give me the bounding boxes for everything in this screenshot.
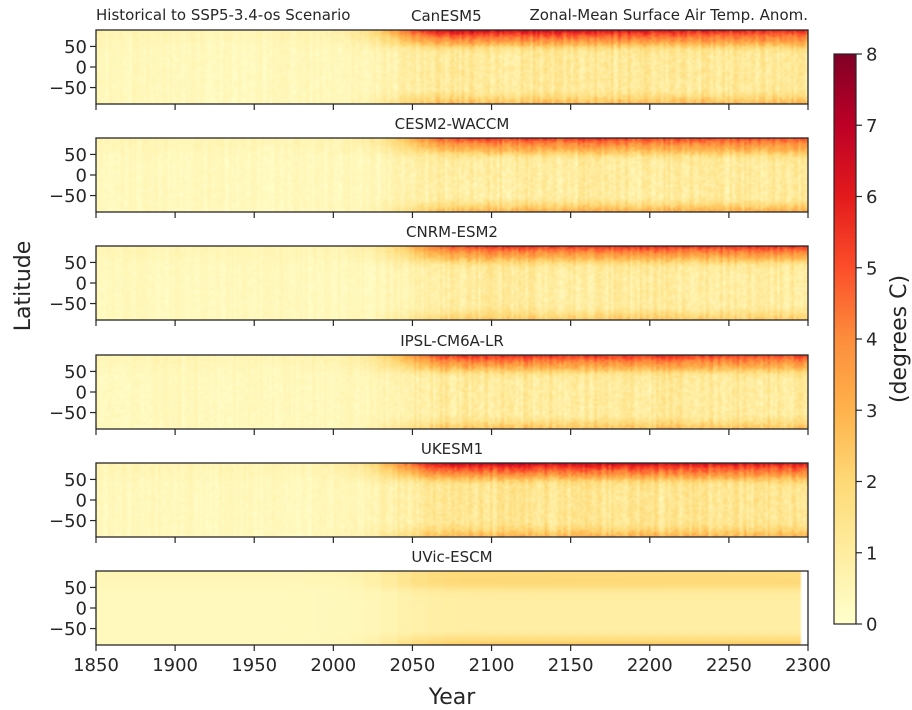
left-title: Historical to SSP5-3.4-os Scenario [96,6,350,24]
heatmap-raster [96,463,808,537]
y-tick-label: 0 [76,599,87,620]
colorbar-label: (degrees C) [887,275,912,403]
panel-cesm2-waccm: CESM2-WACCM 500−50 [49,115,809,218]
colorbar-gradient [833,53,857,625]
colorbar: 0 1 2 3 4 5 6 7 8 (degrees C) [833,45,912,636]
right-title: Zonal-Mean Surface Air Temp. Anom. [530,6,808,24]
colorbar-tick-label: 5 [866,258,877,279]
colorbar-tick-label: 0 [866,615,877,636]
x-axis: 1850 1900 1950 2000 2050 2100 2150 2200 2250 2300 [73,655,831,676]
heatmap-raster [96,138,808,212]
x-tick-label: 1850 [73,655,119,676]
y-tick-label: −50 [49,511,87,532]
panel-title: CESM2-WACCM [395,115,510,133]
heatmap-panels: CanESM5500−50CESM2-WACCM500−50CNRM-ESM25… [49,7,809,651]
y-tick-label: 0 [76,383,87,404]
colorbar-tick-label: 1 [866,543,877,564]
panel-title: CNRM-ESM2 [406,223,498,241]
y-tick-label: 50 [64,578,87,599]
x-tick-label: 2100 [469,655,515,676]
x-tick-label: 2000 [310,655,356,676]
y-tick-label: 50 [64,37,87,58]
colorbar-tick-label: 3 [866,401,877,422]
x-tick-label: 1900 [152,655,198,676]
panel-cnrm-esm2: CNRM-ESM2 500−50 [49,223,809,326]
y-tick-label: 0 [76,58,87,79]
y-tick-label: 0 [76,491,87,512]
heatmap-raster [96,246,808,320]
x-tick-label: 1950 [231,655,277,676]
y-axis-label: Latitude [11,241,36,332]
colorbar-ticks: 0 1 2 3 4 5 6 7 8 [856,45,877,636]
y-tick-label: 0 [76,166,87,187]
heatmap-raster [96,571,808,645]
x-tick-label: 2150 [548,655,594,676]
y-tick-label: −50 [49,186,87,207]
y-tick-label: 0 [76,274,87,295]
colorbar-tick-label: 2 [866,472,877,493]
y-tick-label: −50 [49,78,87,99]
y-tick-label: −50 [49,294,87,315]
x-tick-label: 2050 [390,655,436,676]
panel-ipsl-cm6a-lr: IPSL-CM6A-LR 500−50 [49,332,809,435]
x-axis-label: Year [428,685,477,710]
y-tick-label: 50 [64,145,87,166]
y-tick-label: 50 [64,253,87,274]
colorbar-tick-label: 7 [866,116,877,137]
panel-title: UVic-ESCM [411,548,492,566]
heatmap-raster [96,30,808,104]
heatmap-raster [96,355,808,429]
x-tick-label: 2250 [706,655,752,676]
y-tick-label: 50 [64,470,87,491]
panel-title: UKESM1 [421,440,483,458]
panel-ukesm1: UKESM1 500−50 [49,440,809,543]
y-tick-label: −50 [49,619,87,640]
panel-canesm5: CanESM5 500−50 [49,7,809,110]
colorbar-tick-label: 8 [866,45,877,66]
panel-uvic-escm: UVic-ESCM 500−50 [49,548,809,651]
colorbar-tick-label: 4 [866,330,877,351]
y-tick-label: 50 [64,362,87,383]
y-tick-label: −50 [49,403,87,424]
panel-title: IPSL-CM6A-LR [400,332,504,350]
colorbar-tick-label: 6 [866,187,877,208]
panel-title: CanESM5 [411,7,482,25]
x-tick-label: 2300 [785,655,831,676]
x-tick-label: 2200 [627,655,673,676]
